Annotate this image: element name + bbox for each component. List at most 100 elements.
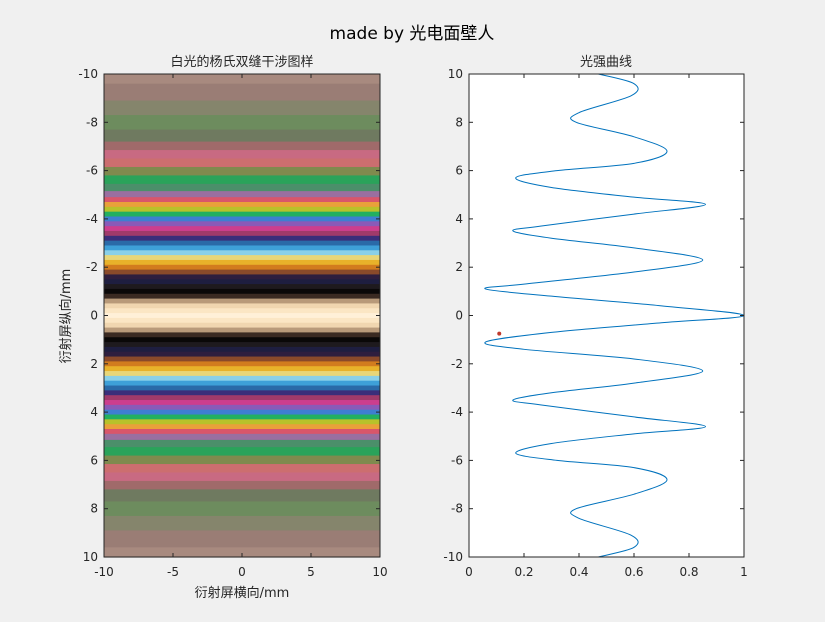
fringe-band — [104, 404, 380, 411]
fringe-band — [104, 279, 380, 285]
fringe-band — [104, 115, 380, 131]
fringe-band — [104, 395, 380, 401]
fringe-band — [104, 400, 380, 406]
intensity-plot-title: 光强曲线 — [580, 55, 632, 70]
fringe-band — [104, 409, 380, 416]
x-tick-label: 1 — [740, 565, 748, 579]
x-tick-label: -5 — [167, 565, 179, 579]
fringe-band — [104, 332, 380, 338]
fringe-band — [104, 429, 380, 435]
intensity-plot-ticks: 0 0.2 0.4 0.6 0.8 1 -10 -8 -6 -4 -2 0 2 4 6 8 10 — [443, 67, 747, 579]
fringe-band — [104, 240, 380, 247]
fringe-band — [104, 530, 380, 548]
intensity-curve-plot: 0 0.2 0.4 0.6 0.8 1 -10 -8 -6 -4 -2 0 2 4 6 8 10 光强曲线 — [443, 55, 747, 579]
y-tick-label: 8 — [90, 502, 98, 516]
fringe-band — [104, 361, 380, 367]
fringe-band — [104, 288, 380, 295]
fringe-band — [104, 380, 380, 387]
y-tick-label: 2 — [455, 260, 463, 274]
fringe-band — [104, 455, 380, 465]
fringe-band — [104, 447, 380, 457]
fringe-band — [104, 245, 380, 251]
y-tick-label: 4 — [90, 405, 98, 419]
y-tick-label: 2 — [90, 357, 98, 371]
fringe-band — [104, 346, 380, 353]
fringe-band — [104, 74, 380, 85]
x-tick-label: 0.4 — [569, 565, 588, 579]
fringe-band — [104, 230, 380, 237]
fringe-band — [104, 216, 380, 222]
y-tick-label: 6 — [90, 453, 98, 467]
fringe-plot-ylabel: 衍射屏纵向/mm — [58, 269, 74, 364]
y-tick-label: -6 — [86, 164, 98, 178]
fringe-band — [104, 293, 380, 300]
x-tick-label: 5 — [307, 565, 315, 579]
fringe-band — [104, 464, 380, 474]
fringe-band — [104, 255, 380, 261]
fringe-band — [104, 211, 380, 218]
fringe-band — [104, 322, 380, 329]
y-tick-label: -8 — [86, 115, 98, 129]
y-tick-label: -2 — [86, 260, 98, 274]
fringe-band — [104, 385, 380, 391]
y-tick-label: 10 — [83, 550, 98, 564]
fringe-band — [104, 313, 380, 319]
fringe-band — [104, 515, 380, 532]
intensity-plot-background — [469, 74, 744, 557]
intensity-marker-point — [497, 331, 502, 336]
fringe-plot-title: 白光的杨氏双缝干涉图样 — [170, 54, 313, 70]
fringe-band — [104, 414, 380, 420]
fringe-band — [104, 201, 380, 208]
fringe-band — [104, 356, 380, 362]
y-tick-label: 10 — [448, 67, 463, 81]
fringe-band — [104, 150, 380, 160]
y-tick-label: 6 — [455, 164, 463, 178]
x-tick-label: 0 — [465, 565, 473, 579]
y-tick-label: -8 — [451, 502, 463, 516]
x-tick-label: 0.8 — [679, 565, 698, 579]
fringe-band — [104, 191, 380, 198]
y-tick-label: -2 — [451, 357, 463, 371]
x-tick-label: 0.6 — [624, 565, 643, 579]
fringe-band — [104, 141, 380, 151]
fringe-plot-xlabel: 衍射屏横向/mm — [195, 585, 290, 601]
fringe-band — [104, 235, 380, 242]
fringe-band — [104, 206, 380, 213]
fringe-band — [104, 221, 380, 227]
fringe-band — [104, 547, 380, 558]
fringe-band — [104, 269, 380, 276]
fringe-band — [104, 424, 380, 430]
fringe-band — [104, 489, 380, 503]
fringe-band — [104, 317, 380, 324]
fringe-band — [104, 100, 380, 116]
fringe-band — [104, 264, 380, 271]
fringe-band — [104, 327, 380, 334]
fringe-band — [104, 433, 380, 441]
y-tick-label: 0 — [90, 309, 98, 323]
x-tick-label: -10 — [94, 565, 114, 579]
fringe-band — [104, 129, 380, 143]
fringe-band — [104, 366, 380, 372]
fringe-band — [104, 303, 380, 309]
y-tick-label: -4 — [86, 212, 98, 226]
y-tick-label: -10 — [443, 550, 463, 564]
fringe-band — [104, 439, 380, 448]
fringe-band — [104, 501, 380, 517]
fringe-band — [104, 337, 380, 343]
y-tick-label: -4 — [451, 405, 463, 419]
fringe-band — [104, 197, 380, 203]
y-tick-label: 4 — [455, 212, 463, 226]
fringe-band — [104, 183, 380, 192]
fringe-band — [104, 419, 380, 425]
fringe-band — [104, 175, 380, 185]
y-tick-label: -10 — [78, 67, 98, 81]
y-tick-label: -6 — [451, 453, 463, 467]
figure-suptitle: made by 光电面壁人 — [330, 24, 495, 44]
x-tick-label: 0.2 — [514, 565, 533, 579]
fringe-band — [104, 284, 380, 290]
fringe-band — [104, 274, 380, 280]
fringe-band — [104, 158, 380, 168]
y-tick-label: 8 — [455, 115, 463, 129]
